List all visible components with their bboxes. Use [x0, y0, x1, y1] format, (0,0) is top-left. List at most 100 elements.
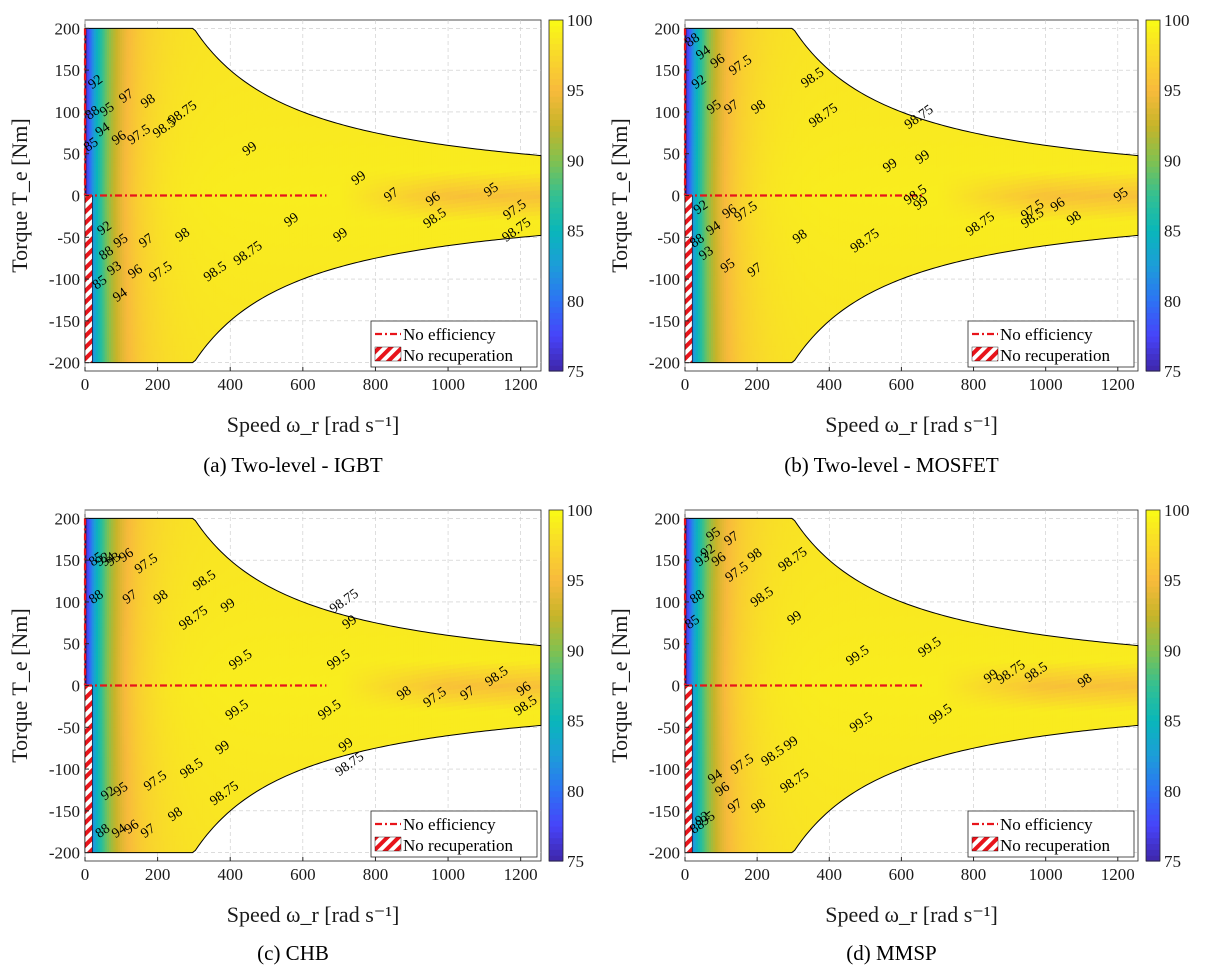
heat-cell: [119, 166, 123, 172]
heat-cell: [108, 249, 112, 255]
heat-cell: [87, 157, 90, 163]
heat-cell: [102, 337, 106, 343]
heat-cell: [187, 320, 191, 326]
heat-cell: [91, 132, 95, 138]
heat-cell: [172, 40, 175, 46]
heat-cell: [169, 258, 173, 263]
heat-cell: [145, 124, 149, 130]
heat-cell: [115, 316, 119, 322]
heat-cell: [115, 203, 119, 209]
heat-cell: [115, 45, 119, 50]
heat-cell: [139, 157, 143, 163]
heat-cell: [165, 287, 169, 293]
heat-cell: [128, 141, 132, 146]
heat-cell: [113, 308, 117, 314]
heat-cell: [148, 174, 151, 180]
heat-cell: [178, 224, 182, 230]
heat-cell: [145, 28, 149, 34]
heat-cell: [156, 28, 160, 34]
heat-cell: [128, 149, 132, 155]
heat-cell: [139, 28, 143, 34]
heat-cell: [191, 70, 195, 75]
heat-cell: [172, 320, 175, 326]
heat-cell: [174, 116, 178, 121]
heat-cell: [115, 116, 119, 121]
heat-cell: [193, 212, 197, 217]
heat-cell: [178, 40, 182, 46]
heat-cell: [124, 40, 127, 46]
heat-cell: [145, 40, 149, 46]
heat-cell: [132, 254, 136, 259]
heat-cell: [156, 241, 160, 247]
heat-cell: [180, 99, 184, 105]
heat-cell: [104, 174, 108, 180]
heat-cell: [193, 308, 197, 314]
heat-cell: [100, 195, 104, 201]
heat-cell: [187, 316, 191, 322]
heat-cell: [185, 187, 188, 192]
heat-cell: [193, 191, 197, 197]
heat-cell: [117, 237, 121, 243]
heat-cell: [185, 341, 188, 347]
heat-cell: [189, 350, 193, 355]
heat-cell: [128, 308, 132, 314]
heat-cell: [183, 283, 186, 289]
heat-cell: [183, 350, 186, 355]
heat-cell: [191, 270, 195, 276]
heat-cell: [108, 120, 112, 126]
heat-cell: [113, 107, 117, 113]
heat-cell: [139, 49, 143, 55]
heat-cell: [161, 82, 165, 88]
heat-cell: [119, 40, 123, 46]
heat-cell: [93, 40, 97, 46]
heat-cell: [113, 228, 117, 234]
heat-cell: [128, 95, 132, 100]
heat-cell: [163, 304, 167, 309]
heat-cell: [193, 116, 197, 121]
heat-cell: [189, 182, 193, 188]
heat-cell: [135, 145, 138, 151]
heat-cell: [98, 28, 101, 34]
heat-cell: [159, 220, 162, 226]
heat-cell: [132, 341, 136, 347]
heat-cell: [95, 141, 99, 146]
heat-cell: [100, 95, 104, 100]
heat-cell: [178, 203, 182, 209]
heat-cell: [132, 316, 136, 322]
heat-cell: [102, 103, 106, 109]
heat-cell: [148, 78, 151, 84]
heat-cell: [172, 174, 175, 180]
heat-cell: [152, 274, 156, 280]
heat-cell: [161, 40, 165, 46]
heat-cell: [119, 141, 123, 146]
heat-cell: [111, 220, 114, 226]
heat-cell: [89, 82, 93, 88]
heat-cell: [185, 216, 188, 222]
heat-cell: [154, 128, 158, 134]
heat-cell: [137, 337, 141, 343]
heat-cell: [135, 220, 138, 226]
heat-cell: [159, 262, 162, 268]
heat-cell: [183, 36, 186, 42]
heat-cell: [141, 107, 145, 113]
heat-cell: [95, 153, 99, 159]
heat-cell: [185, 82, 188, 88]
heat-cell: [102, 254, 106, 259]
heat-cell: [119, 316, 123, 322]
heat-cell: [91, 199, 95, 205]
heat-cell: [128, 132, 132, 138]
heat-cell: [137, 312, 141, 318]
heat-cell: [185, 337, 188, 343]
heat-cell: [95, 254, 99, 259]
heat-cell: [189, 49, 193, 55]
heat-cell: [130, 99, 134, 105]
heat-cell: [172, 141, 175, 146]
heat-cell: [91, 287, 95, 293]
heat-cell: [183, 45, 186, 50]
heat-cell: [113, 354, 117, 360]
heat-cell: [154, 187, 158, 192]
heat-cell: [117, 195, 121, 201]
heat-cell: [163, 350, 167, 355]
heat-cell: [143, 141, 147, 146]
heat-cell: [165, 325, 169, 330]
